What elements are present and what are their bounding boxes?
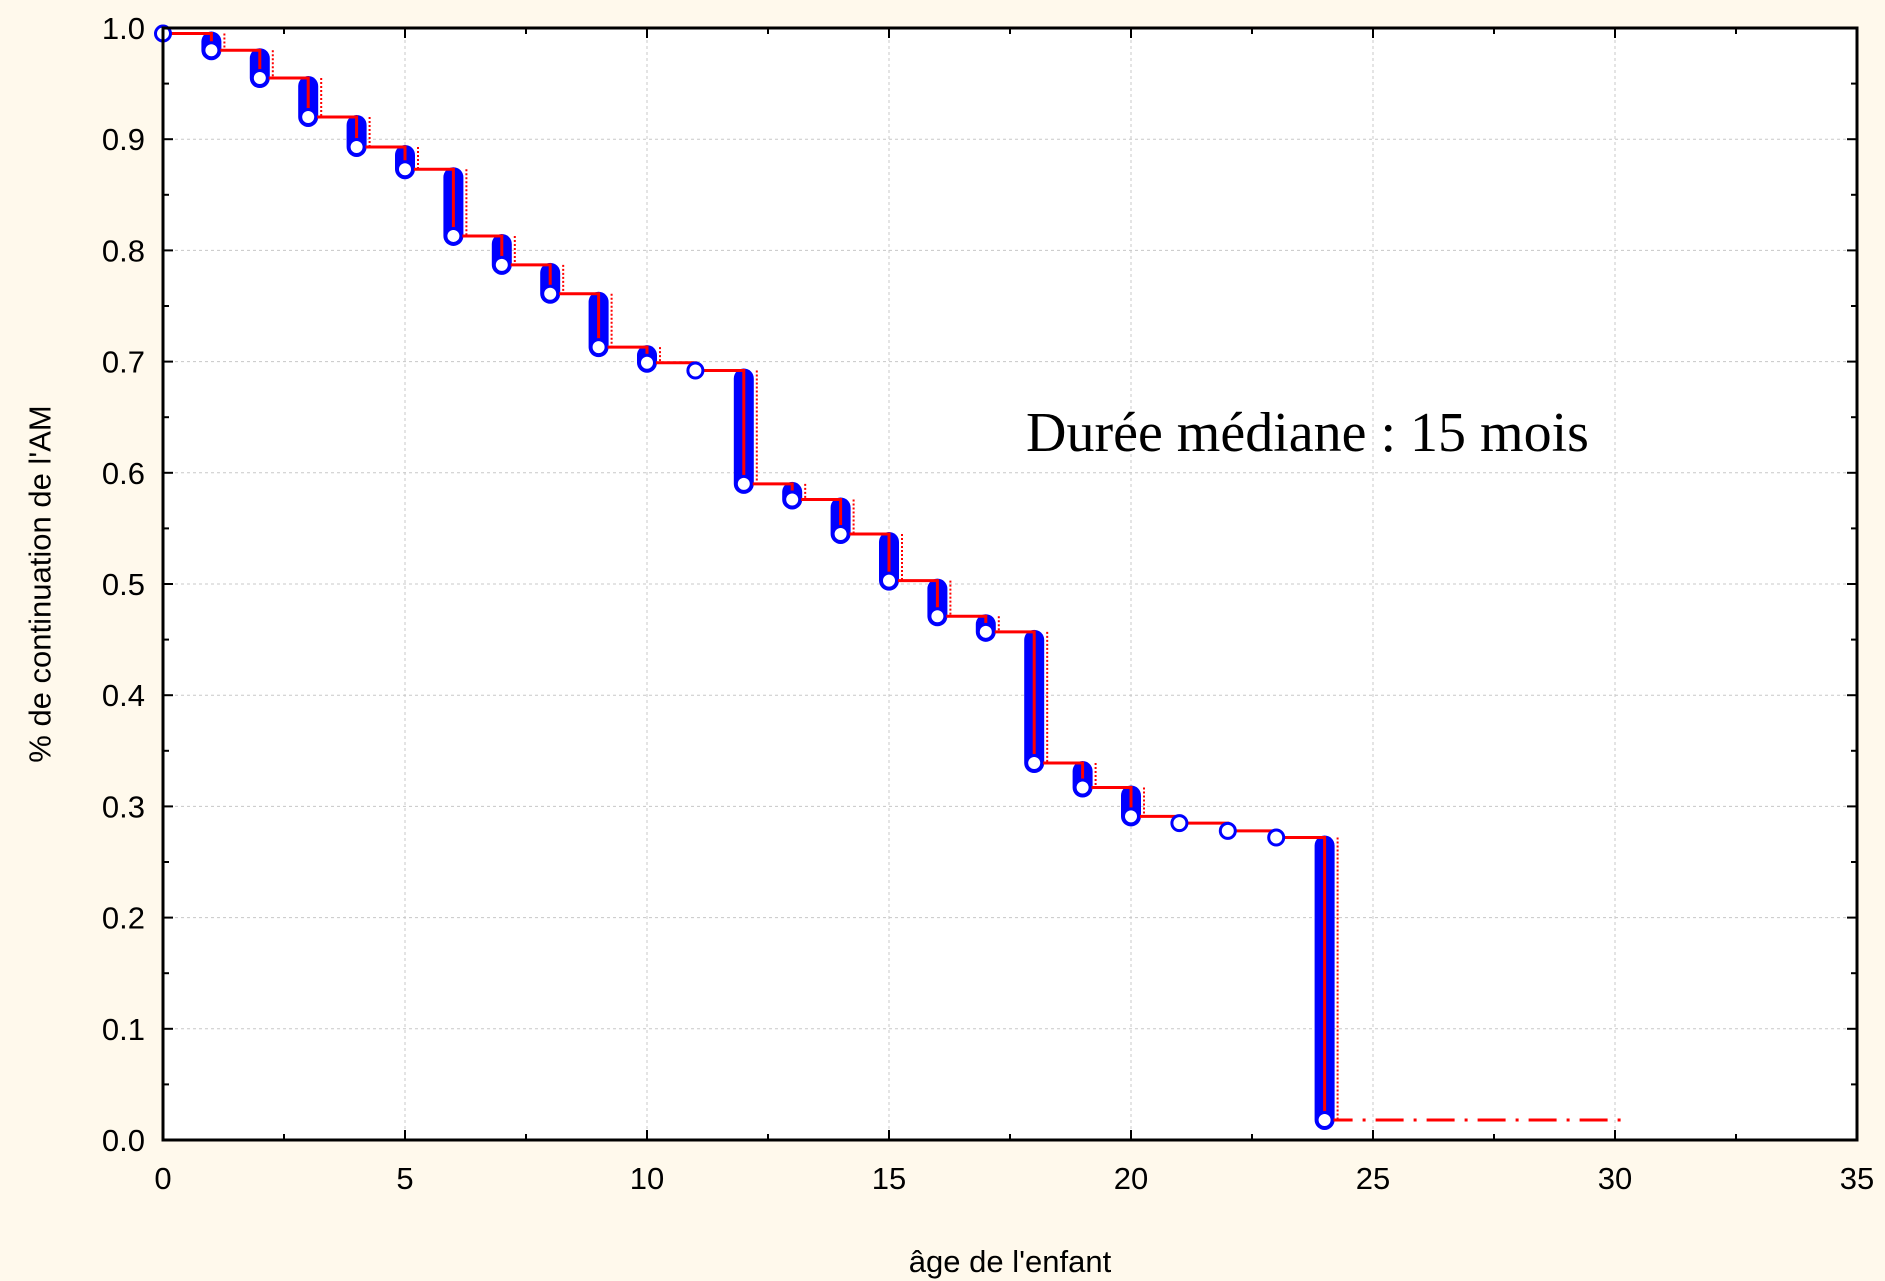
x-tick-label: 15 xyxy=(872,1161,906,1196)
data-point xyxy=(589,338,608,357)
median-duration-annotation: Durée médiane : 15 mois xyxy=(1026,402,1589,464)
y-tick-label: 0.2 xyxy=(102,901,145,936)
y-axis-title: % de continuation de l'AM xyxy=(23,405,58,762)
y-tick-label: 0.3 xyxy=(102,789,145,824)
data-point xyxy=(299,107,318,126)
x-axis-title: âge de l'enfant xyxy=(909,1244,1112,1279)
grid xyxy=(163,28,1857,1140)
y-tick-label: 0.5 xyxy=(102,567,145,602)
data-point xyxy=(492,255,511,274)
data-point xyxy=(541,284,560,303)
y-tick-label: 0.0 xyxy=(102,1123,145,1158)
data-point xyxy=(347,137,366,156)
data-point xyxy=(1267,828,1286,847)
y-tick-label: 1.0 xyxy=(102,11,145,46)
data-point xyxy=(976,622,995,641)
x-tick-label: 20 xyxy=(1114,1161,1148,1196)
data-point xyxy=(396,160,414,179)
data-point xyxy=(1122,807,1140,826)
x-tick-label: 5 xyxy=(396,1161,413,1196)
y-tick-label: 0.9 xyxy=(102,122,145,157)
data-point xyxy=(1218,821,1237,840)
data-point xyxy=(686,361,705,380)
data-point xyxy=(202,41,221,60)
tick-labels: 0 5 10 15 20 25 30 35 0.0 0.1 0.2 0.3 0.4 0.5 0.6 0.7 0.… xyxy=(102,11,1874,1196)
y-tick-label: 0.1 xyxy=(102,1012,145,1047)
data-point xyxy=(444,226,463,245)
data-point xyxy=(928,607,947,626)
x-tick-label: 10 xyxy=(630,1161,664,1196)
y-tick-label: 0.7 xyxy=(102,345,145,380)
y-tick-label: 0.6 xyxy=(102,456,145,491)
data-point xyxy=(1170,814,1189,833)
data-point xyxy=(1025,754,1044,773)
data-point xyxy=(638,353,656,372)
x-tick-label: 35 xyxy=(1840,1161,1874,1196)
data-point xyxy=(250,69,269,88)
x-tick-label: 0 xyxy=(154,1161,171,1196)
x-tick-label: 30 xyxy=(1598,1161,1632,1196)
ticks xyxy=(162,27,1858,1141)
y-tick-label: 0.4 xyxy=(102,678,145,713)
data-point xyxy=(783,490,802,509)
data-point xyxy=(880,571,898,590)
data-point xyxy=(1315,1110,1334,1129)
y-tick-label: 0.8 xyxy=(102,233,145,268)
data-point xyxy=(1073,778,1092,797)
x-tick-label: 25 xyxy=(1356,1161,1390,1196)
points-layer xyxy=(154,24,1334,1129)
data-point xyxy=(831,524,850,543)
data-point xyxy=(734,474,753,493)
